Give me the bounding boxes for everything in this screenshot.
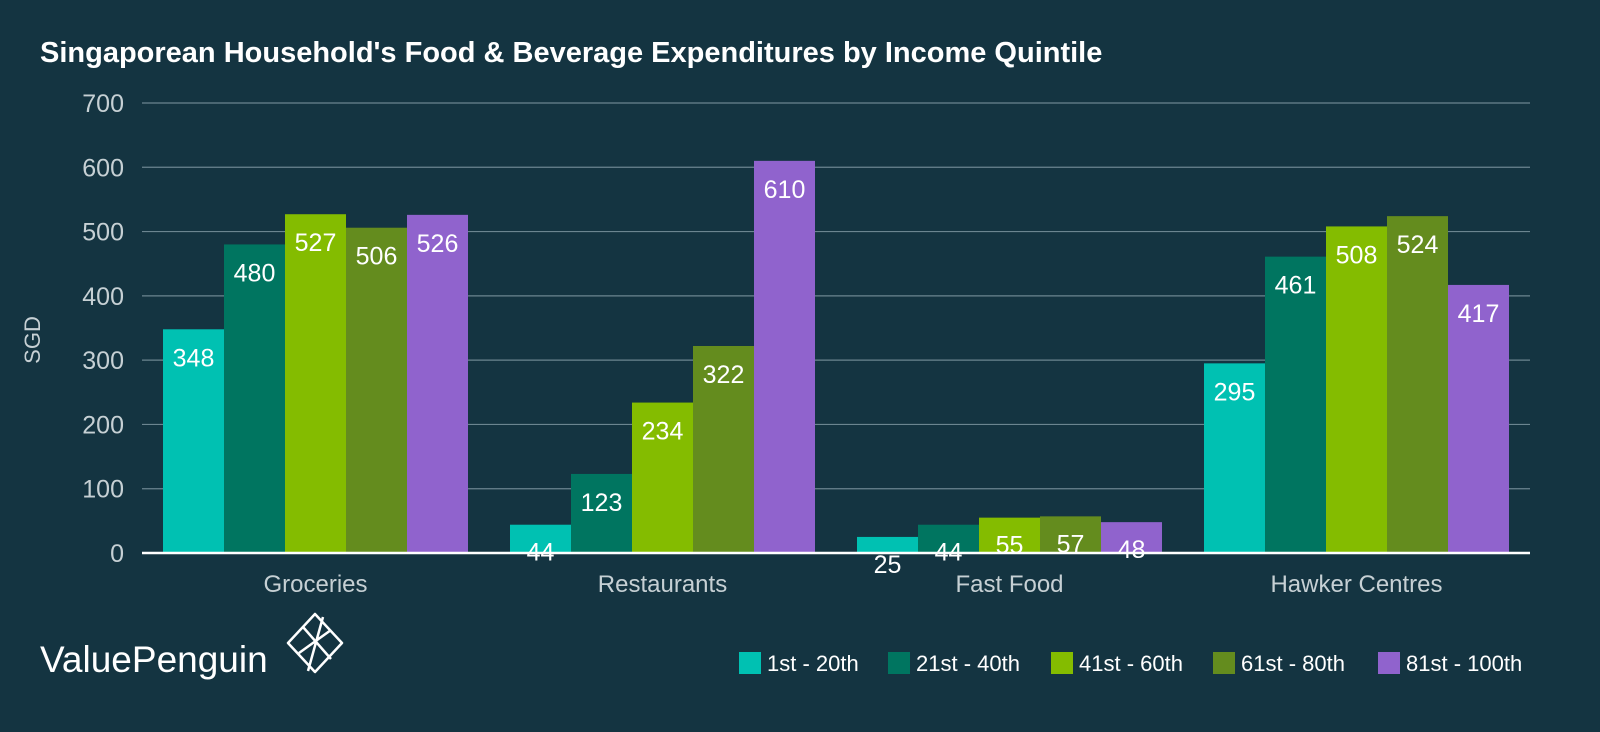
bar	[1101, 522, 1162, 553]
y-tick-label: 700	[82, 90, 124, 118]
bar	[857, 536, 918, 553]
x-tick-label: Restaurants	[598, 571, 727, 598]
y-axis-label: SGD	[20, 316, 45, 364]
data-labels: 348 480 527 506 526 44 123 234 322 610 25 44 55 57 48 2…	[173, 176, 1500, 579]
y-tick-label: 400	[82, 283, 124, 311]
bar	[285, 214, 346, 553]
legend-label: 21st - 40th	[916, 651, 1020, 676]
chart-title: Singaporean Household's Food & Beverage …	[40, 37, 1102, 69]
bar	[632, 402, 693, 553]
brand-name: ValuePenguin	[40, 639, 268, 680]
bar	[693, 346, 754, 553]
data-label: 234	[642, 418, 684, 446]
data-label: 461	[1275, 272, 1317, 300]
data-label: 55	[996, 532, 1024, 560]
data-label: 480	[234, 259, 276, 287]
data-label: 44	[935, 539, 963, 567]
bar	[571, 473, 632, 553]
x-tick-label: Groceries	[263, 571, 367, 598]
x-tick-label: Hawker Centres	[1270, 571, 1442, 598]
bar	[510, 524, 571, 553]
bar	[754, 160, 815, 553]
bar	[1204, 363, 1265, 553]
bar	[407, 214, 468, 553]
y-tick-labels: 0 100 200 300 400 500 600 700	[82, 90, 124, 568]
bar	[346, 227, 407, 553]
data-label: 417	[1458, 300, 1500, 328]
bar	[1040, 516, 1101, 553]
y-tick-label: 200	[82, 411, 124, 439]
data-label: 123	[581, 489, 623, 517]
bar	[1265, 256, 1326, 553]
data-label: 526	[417, 230, 459, 258]
legend-label: 81st - 100th	[1406, 651, 1522, 676]
brand-logo: ValuePenguin	[40, 612, 344, 680]
bar	[224, 244, 285, 553]
data-label: 322	[703, 361, 745, 389]
bar	[979, 517, 1040, 553]
legend-swatch	[1378, 652, 1400, 674]
data-label: 506	[356, 243, 398, 271]
x-tick-label: Fast Food	[955, 571, 1063, 598]
legend-swatch	[888, 652, 910, 674]
bar	[1448, 284, 1509, 553]
legend-label: 1st - 20th	[767, 651, 859, 676]
bar	[1387, 216, 1448, 553]
bar	[1326, 226, 1387, 553]
data-label: 295	[1214, 378, 1256, 406]
data-label: 25	[874, 551, 902, 579]
y-tick-label: 600	[82, 154, 124, 182]
y-tick-label: 500	[82, 219, 124, 247]
data-label: 348	[173, 344, 215, 372]
data-label: 524	[1397, 231, 1439, 259]
legend-label: 61st - 80th	[1241, 651, 1345, 676]
data-label: 44	[527, 539, 555, 567]
legend-label: 41st - 60th	[1079, 651, 1183, 676]
y-tick-label: 300	[82, 347, 124, 375]
legend-swatch	[739, 652, 761, 674]
data-label: 48	[1118, 536, 1146, 564]
data-label: 508	[1336, 241, 1378, 269]
bar	[918, 524, 979, 553]
bars	[163, 160, 1509, 553]
data-label: 57	[1057, 530, 1085, 558]
y-tick-label: 100	[82, 476, 124, 504]
legend-swatch	[1213, 652, 1235, 674]
penguin-logo-icon	[286, 612, 344, 674]
legend-swatch	[1051, 652, 1073, 674]
data-label: 610	[764, 176, 806, 204]
bar	[163, 329, 224, 553]
legend: 1st - 20th 21st - 40th 41st - 60th 61st - 8…	[739, 651, 1522, 676]
x-tick-labels: Groceries Restaurants Fast Food Hawker Cent…	[263, 571, 1442, 598]
data-label: 527	[295, 229, 337, 257]
y-tick-label: 0	[110, 540, 124, 568]
